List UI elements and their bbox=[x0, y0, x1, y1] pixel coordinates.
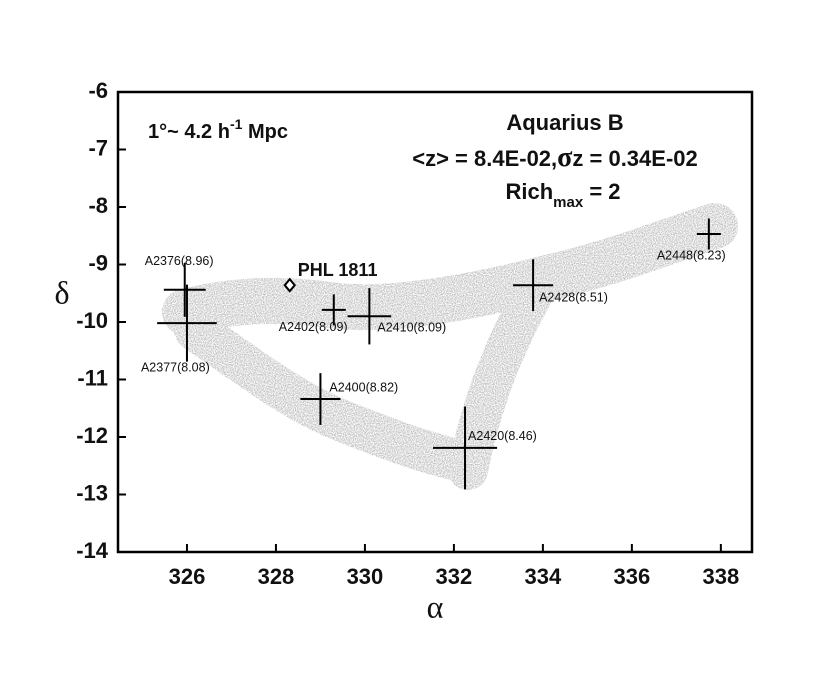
rich-text: Rich bbox=[505, 179, 553, 204]
rich-sub: max bbox=[553, 194, 584, 211]
scale-note: 1°~ 4.2 h-1 Mpc bbox=[148, 116, 288, 144]
y-tick-label: -8 bbox=[88, 193, 108, 218]
y-tick-label: -10 bbox=[76, 308, 108, 333]
cluster-label: A2376(8.96) bbox=[145, 254, 214, 268]
x-tick-label: 328 bbox=[258, 564, 295, 589]
y-tick-label: -9 bbox=[88, 250, 108, 275]
y-tick-label: -7 bbox=[88, 135, 108, 160]
y-tick-label: -11 bbox=[77, 365, 108, 390]
x-tick-label: 332 bbox=[436, 564, 473, 589]
scale-text: 1°~ 4.2 h bbox=[148, 121, 230, 143]
x-tick-label: 336 bbox=[614, 564, 651, 589]
cluster-label: A2377(8.08) bbox=[141, 360, 210, 374]
y-tick-label: -6 bbox=[88, 78, 108, 103]
y-axis-label: δ bbox=[54, 274, 69, 310]
rich-value: = 2 bbox=[583, 179, 620, 204]
x-tick-label: 330 bbox=[347, 564, 384, 589]
scale-unit: Mpc bbox=[242, 121, 288, 143]
x-tick-label: 326 bbox=[169, 564, 206, 589]
cluster-label: A2400(8.82) bbox=[329, 380, 398, 394]
cluster-label: A2420(8.46) bbox=[468, 429, 537, 443]
redshift-sigma: z = 0.34E-02 bbox=[572, 146, 697, 171]
phl-label: PHL 1811 bbox=[298, 260, 378, 280]
phl-marker bbox=[283, 277, 297, 293]
cluster-label: A2428(8.51) bbox=[539, 290, 608, 304]
richness: Richmax = 2 bbox=[505, 179, 620, 211]
galaxy-cloud bbox=[162, 203, 738, 490]
x-axis-label: α bbox=[427, 588, 444, 624]
y-tick-label: -14 bbox=[76, 538, 109, 563]
y-tick-label: -13 bbox=[76, 480, 108, 505]
cluster-label: A2402(8.09) bbox=[279, 320, 348, 334]
redshift-text: <z> = 8.4E-02, bbox=[412, 146, 557, 171]
redshift: <z> = 8.4E-02,σz = 0.34E-02 bbox=[412, 142, 698, 173]
cluster-label: A2410(8.09) bbox=[377, 321, 446, 335]
sigma: σ bbox=[557, 142, 573, 173]
scale-sup: -1 bbox=[230, 116, 243, 132]
group-name: Aquarius B bbox=[506, 110, 623, 135]
y-tick-label: -12 bbox=[76, 423, 108, 448]
x-tick-label: 334 bbox=[525, 564, 562, 589]
cluster-label: A2448(8.23) bbox=[657, 248, 726, 262]
x-tick-label: 338 bbox=[702, 564, 739, 589]
